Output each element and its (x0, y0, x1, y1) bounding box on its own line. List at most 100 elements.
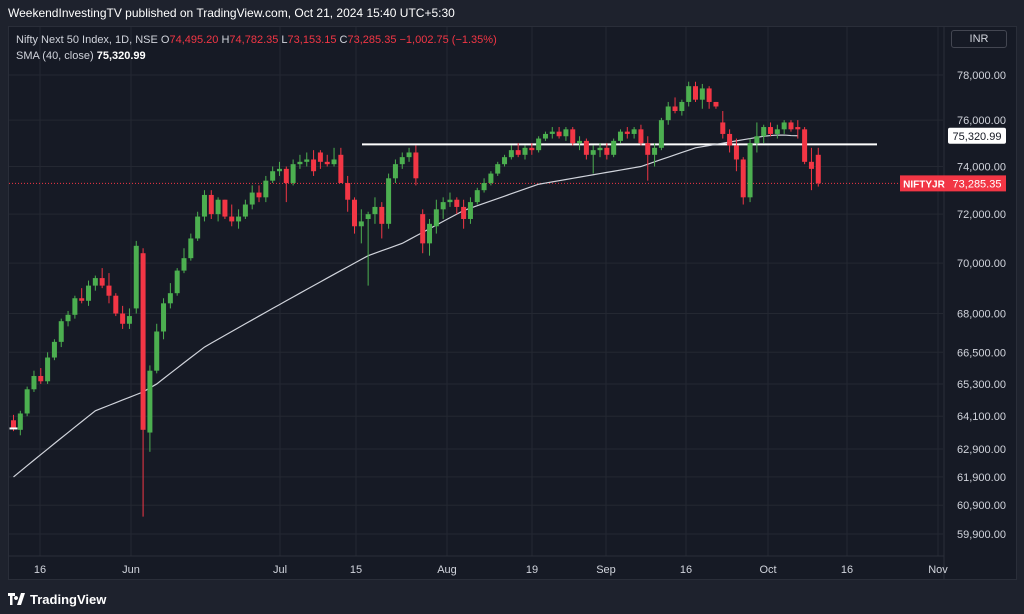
candle-body (802, 129, 808, 162)
candles (9, 81, 821, 517)
candle (276, 161, 282, 176)
candle (58, 318, 64, 348)
candle (549, 127, 555, 139)
candle-body (58, 321, 64, 342)
symbol-tag-box (900, 175, 948, 192)
candle-body (733, 145, 739, 160)
last-price-label: 73,285.35 (953, 178, 1002, 190)
candle-body (515, 150, 521, 155)
candle (658, 117, 664, 151)
candle (768, 122, 774, 137)
candle (222, 199, 228, 219)
candle (256, 185, 262, 203)
candle-body (761, 127, 767, 137)
candle (461, 199, 467, 229)
candle (815, 147, 821, 187)
candle-body (522, 147, 528, 155)
candle-body (365, 214, 371, 219)
candle (727, 129, 733, 153)
candle (113, 293, 119, 317)
sma-label[interactable]: SMA (40, close) (16, 50, 94, 62)
candle (126, 308, 132, 329)
candle (31, 370, 37, 392)
candle-body (79, 298, 85, 301)
candle-body (488, 173, 494, 184)
last-price-box (948, 175, 1006, 192)
candle-body (249, 192, 255, 205)
candle (358, 209, 364, 244)
candle (338, 147, 344, 184)
tradingview-logo[interactable]: TradingView (8, 592, 106, 607)
candle (699, 83, 705, 109)
candle (427, 218, 433, 256)
candle (161, 298, 167, 340)
candle (174, 268, 180, 296)
candle-body (727, 133, 733, 146)
close-value: 73,285.35 (347, 34, 397, 46)
x-tick-label: 16 (34, 564, 46, 576)
candle-body (113, 295, 119, 314)
candle-body (693, 86, 698, 100)
currency-button[interactable]: INR (951, 30, 1007, 48)
candle (420, 209, 426, 254)
candle (92, 275, 98, 291)
candle (563, 127, 569, 141)
candle-body (338, 154, 344, 184)
candle-body (406, 152, 412, 158)
candle-body (24, 389, 30, 414)
x-tick-label: Sep (596, 564, 616, 576)
symbol-name[interactable]: Nifty Next 50 Index, 1D, NSE (16, 34, 158, 46)
candle-body (304, 159, 310, 162)
candle (229, 204, 235, 227)
candle-body (386, 178, 392, 224)
candle (51, 339, 57, 361)
candle (672, 97, 678, 114)
candle-body (467, 202, 473, 219)
candle-body (38, 375, 44, 382)
candle (515, 143, 521, 158)
candle-body (51, 341, 57, 358)
candle (379, 202, 385, 239)
candle-body (154, 331, 160, 371)
candle (488, 171, 494, 186)
candle (365, 211, 371, 286)
candle-body (549, 131, 555, 134)
candle-body (181, 258, 187, 271)
candle-body (263, 180, 269, 198)
candle (686, 81, 692, 107)
chart-panel[interactable] (8, 26, 1017, 580)
x-tick-label: 16 (841, 564, 853, 576)
candle-body (297, 161, 303, 165)
y-tick-label: 61,900.00 (957, 472, 1006, 484)
candle-body (747, 143, 753, 198)
candle (808, 147, 814, 191)
candle (474, 187, 480, 205)
candle-body (590, 150, 596, 155)
candle (645, 136, 651, 181)
candle (747, 138, 753, 203)
candle (795, 120, 801, 139)
close-label: C (339, 34, 348, 46)
candle (167, 283, 173, 309)
candle (761, 124, 767, 144)
candle-body (290, 164, 296, 184)
candle (154, 323, 160, 374)
x-tick-label: 16 (680, 564, 692, 576)
candle-body (188, 238, 194, 259)
candle-body (563, 129, 569, 137)
candle-body (392, 164, 398, 179)
candle (679, 99, 685, 116)
candle-body (236, 216, 242, 222)
candle-body (502, 157, 508, 165)
candle (481, 178, 487, 193)
footer (0, 586, 1024, 614)
candle-body (740, 159, 746, 198)
candle-body (583, 140, 589, 155)
candle (754, 122, 760, 153)
candle (570, 127, 576, 146)
y-tick-label: 78,000.00 (957, 70, 1006, 82)
candle-body (229, 216, 235, 222)
candle (345, 175, 351, 212)
high-value: 74,782.35 (229, 34, 279, 46)
